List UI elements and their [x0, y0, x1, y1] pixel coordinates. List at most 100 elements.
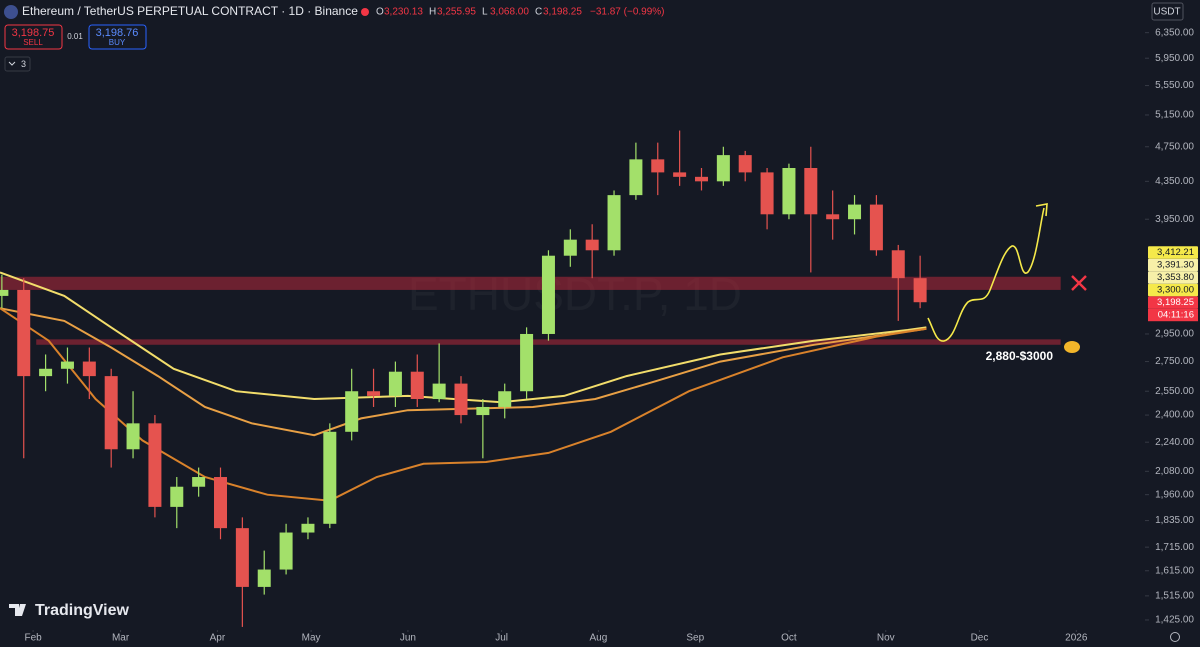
candle-body	[214, 477, 228, 529]
x-tick-label: Jun	[400, 633, 416, 644]
ohlc-value: 3,198.25	[543, 7, 582, 18]
candle-body	[345, 391, 359, 432]
indicators-count: 3	[21, 59, 26, 69]
y-tick-label: 4,750.00	[1155, 141, 1194, 152]
price-label: 3,300.00	[1157, 285, 1194, 296]
candle-body	[607, 195, 621, 251]
y-tick-label: 2,550.00	[1155, 386, 1194, 397]
y-tick-label: 5,150.00	[1155, 110, 1194, 121]
logo-icon	[9, 604, 26, 616]
price-label-box	[1148, 271, 1198, 284]
zone	[36, 339, 1061, 345]
y-tick-label: 2,400.00	[1155, 410, 1194, 421]
candle-body	[476, 406, 490, 416]
spread: 0.01	[67, 32, 83, 41]
ohlc-change: −31.87 (−0.99%)	[590, 7, 665, 18]
buy-button[interactable]	[88, 24, 147, 50]
candle-body	[848, 204, 862, 220]
x-tick-label: Aug	[590, 633, 608, 644]
flex-icon	[1064, 341, 1080, 353]
settings-icon[interactable]	[1170, 632, 1180, 642]
x-tick-label: Apr	[210, 633, 226, 644]
cross-icon	[1071, 275, 1087, 291]
y-tick-label: 2,950.00	[1155, 329, 1194, 340]
candle-body	[257, 569, 271, 587]
projection-arrow	[1035, 203, 1048, 217]
candle-body	[17, 289, 31, 377]
candle-body	[716, 155, 730, 182]
x-tick-label: Oct	[781, 633, 797, 644]
zone	[0, 276, 1061, 290]
candle-body	[585, 239, 599, 251]
ohlc: O 3,230.13 H 3,255.95 L 3,068.00 C 3,198.25 −31.…	[376, 7, 665, 18]
candle-body	[498, 391, 512, 407]
logo-text: TradingView	[35, 602, 130, 619]
moving-average	[0, 307, 927, 437]
candle-body	[367, 391, 381, 396]
y-tick-label: 1,835.00	[1155, 515, 1194, 526]
y-tick-label: 1,425.00	[1155, 615, 1194, 626]
price-label: 3,412.21	[1157, 247, 1194, 258]
sell-price: 3,198.75	[12, 27, 55, 39]
price-label-box	[1148, 258, 1198, 272]
candle-body	[301, 523, 315, 533]
candle-body	[694, 176, 708, 182]
candle-body	[520, 333, 534, 392]
watermark: ETHUSDT.P, 1D	[408, 268, 742, 320]
countdown-box	[1148, 308, 1198, 322]
candle-body	[60, 361, 74, 369]
x-tick-label: Feb	[24, 633, 42, 644]
candle-body	[410, 371, 424, 400]
buy-label: BUY	[109, 38, 126, 47]
candle-body	[192, 477, 206, 487]
candle-body	[126, 423, 140, 450]
x-tick-label: Mar	[112, 633, 130, 644]
indicators-toggle[interactable]	[4, 56, 31, 72]
candle-body	[673, 172, 687, 177]
y-tick-label: 4,350.00	[1155, 176, 1194, 187]
price-label-box	[1148, 246, 1198, 259]
price-label: 3,391.30	[1157, 260, 1194, 271]
countdown: 04:11:16	[1158, 310, 1194, 321]
price-label-box	[1148, 283, 1198, 297]
symbol-title: Ethereum / TetherUS PERPETUAL CONTRACT ·…	[22, 4, 358, 18]
price-label: 3,198.25	[1157, 297, 1194, 308]
ohlc-key: C	[535, 7, 542, 18]
moving-average	[0, 307, 927, 502]
candle-body	[388, 371, 402, 396]
candle-body	[170, 486, 184, 507]
candle-body	[804, 168, 818, 215]
candle-body	[869, 204, 883, 251]
candle-body	[323, 431, 337, 524]
price-label: 3,353.80	[1157, 272, 1194, 283]
candle-body	[104, 376, 118, 450]
candle-body	[782, 168, 796, 215]
currency-box[interactable]	[1151, 2, 1184, 21]
y-tick-label: 2,080.00	[1155, 466, 1194, 477]
currency: USDT	[1153, 7, 1180, 18]
y-tick-label: 2,750.00	[1155, 356, 1194, 367]
ohlc-value: 3,255.95	[437, 7, 476, 18]
sell-button[interactable]	[4, 24, 63, 50]
candle-body	[891, 250, 905, 279]
candle-body	[279, 532, 293, 570]
x-tick-label: Dec	[971, 633, 989, 644]
candle-body	[39, 368, 53, 377]
y-tick-label: 1,515.00	[1155, 591, 1194, 602]
candle-body	[148, 423, 162, 507]
y-tick-label: 1,615.00	[1155, 565, 1194, 576]
ohlc-value: 3,068.00	[490, 7, 529, 18]
projection-path	[927, 207, 1045, 342]
ohlc-key: L	[482, 7, 488, 18]
candle-body	[454, 383, 468, 416]
chevron	[8, 61, 16, 66]
candle-body	[235, 528, 249, 587]
coin-icon	[4, 5, 18, 19]
candle-body	[82, 361, 96, 377]
price-label-box	[1148, 296, 1198, 309]
candle-body	[629, 159, 643, 196]
candle-body	[826, 214, 840, 220]
buy-price: 3,198.76	[96, 27, 139, 39]
